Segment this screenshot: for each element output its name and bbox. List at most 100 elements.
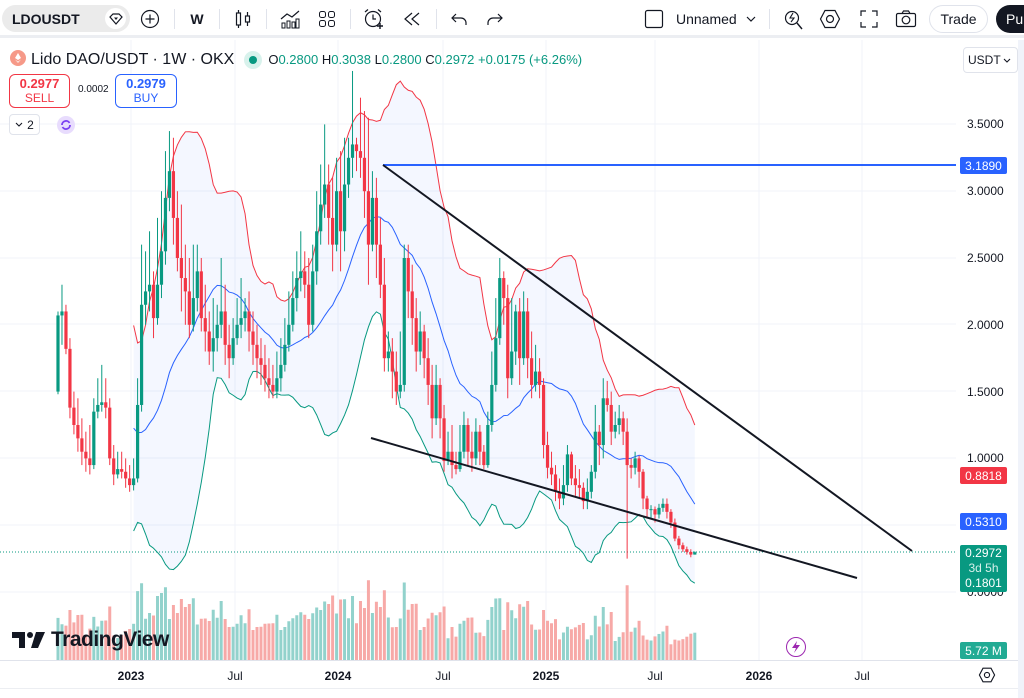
volume-bar — [207, 621, 211, 660]
axis-settings-icon[interactable] — [956, 660, 1018, 688]
sync-icon[interactable] — [57, 116, 75, 134]
quick-search-icon[interactable] — [782, 7, 804, 31]
price-tick: 3.5000 — [967, 117, 1004, 132]
candle — [498, 278, 502, 339]
candle — [80, 438, 84, 452]
sell-button[interactable]: 0.2977 SELL — [9, 74, 70, 108]
candle — [72, 407, 76, 425]
time-tick: 2025 — [532, 669, 560, 683]
ohlc-values: O0.2800 H0.3038 L0.2800 C0.2972 +0.0175 … — [268, 52, 583, 67]
market-open-indicator — [244, 50, 263, 69]
volume-bar — [506, 602, 510, 660]
templates-icon[interactable] — [316, 7, 338, 31]
candle — [323, 184, 327, 205]
indicators-icon[interactable] — [279, 7, 301, 31]
candle — [183, 278, 187, 292]
candles-icon[interactable] — [232, 7, 254, 31]
candle — [478, 431, 482, 452]
volume-bar — [191, 598, 195, 660]
buy-button[interactable]: 0.2979 BUY — [115, 74, 177, 108]
volume-bar — [386, 617, 390, 660]
symbol-search-button[interactable]: LDOUSDT — [2, 5, 130, 32]
volume-bar — [132, 623, 136, 660]
candle — [191, 298, 195, 325]
volume-bar — [247, 609, 251, 660]
volume-bar — [518, 604, 522, 660]
volume-bar — [295, 615, 299, 660]
candle — [307, 284, 311, 325]
volume-bar — [450, 627, 454, 660]
candle — [398, 384, 402, 392]
collapse-indicators-button[interactable]: 2 — [9, 114, 40, 135]
snapshot-icon[interactable] — [894, 7, 918, 31]
volume-bar — [291, 618, 295, 660]
volume-bar — [378, 607, 382, 660]
add-symbol-icon[interactable] — [139, 7, 161, 31]
candle — [84, 451, 88, 459]
volume-bar — [617, 636, 621, 660]
redo-icon[interactable] — [484, 7, 506, 31]
candle — [68, 348, 72, 408]
volume-bar — [573, 627, 577, 660]
chevron-down-icon — [15, 122, 23, 127]
volume-bar — [645, 639, 649, 660]
bb-lower-line — [133, 311, 696, 584]
replay-icon[interactable] — [401, 7, 423, 31]
undo-icon[interactable] — [448, 7, 470, 31]
volume-bar — [68, 610, 72, 660]
fullscreen-icon[interactable] — [858, 7, 880, 31]
volume-bar — [64, 625, 68, 660]
candle — [374, 197, 378, 245]
candle — [677, 538, 681, 546]
chevron-down-icon[interactable] — [744, 7, 758, 31]
volume-bar — [677, 640, 681, 660]
candle — [597, 431, 601, 446]
candle — [601, 398, 605, 446]
diamond-icon[interactable] — [105, 8, 126, 29]
spread-value: 0.0002 — [78, 84, 109, 95]
tradingview-logo[interactable]: TradingView — [12, 628, 169, 652]
volume-bar — [685, 636, 689, 660]
candle — [426, 358, 430, 385]
publish-button[interactable]: Pu — [996, 5, 1024, 33]
layout-square-icon[interactable] — [643, 7, 665, 31]
interval-button[interactable]: W — [190, 11, 204, 27]
layout-name-button[interactable]: Unnamed — [676, 11, 737, 27]
volume-bar — [175, 613, 179, 660]
volume-bar — [434, 615, 438, 660]
volume-bar — [577, 624, 581, 660]
volume-bar — [581, 623, 585, 660]
volume-bar — [243, 623, 247, 660]
candle — [553, 474, 558, 492]
volume-bar — [394, 627, 398, 660]
volume-bar — [593, 615, 597, 660]
candle — [271, 384, 275, 392]
price-chart[interactable] — [0, 40, 956, 660]
time-axis[interactable]: 2023 Jul 2024 Jul 2025 Jul 2026 Jul — [0, 660, 956, 688]
currency-selector[interactable]: USDT — [963, 47, 1018, 73]
volume-bar — [339, 599, 343, 660]
symbol-title[interactable]: Lido DAO/USDT · 1W · OKX — [31, 50, 235, 68]
volume-bar — [633, 627, 637, 660]
candle — [331, 217, 335, 245]
volume-bar — [546, 620, 550, 660]
volume-bar — [100, 620, 104, 660]
volume-bar — [402, 582, 406, 660]
volume-bar — [92, 616, 96, 660]
trendline — [382, 164, 913, 552]
trade-button[interactable]: Trade — [929, 5, 988, 33]
lightning-icon[interactable] — [786, 637, 806, 657]
candle — [657, 507, 661, 515]
settings-icon[interactable] — [819, 7, 841, 31]
candle — [335, 191, 339, 245]
candle — [613, 425, 617, 432]
price-change: +0.0175 (+6.26%) — [478, 52, 583, 67]
volume-bar — [382, 590, 386, 660]
volume-bar — [323, 601, 327, 660]
volume-bar — [613, 641, 617, 660]
candle — [163, 197, 168, 252]
candle — [565, 454, 570, 486]
volume-bar — [355, 623, 358, 660]
volume-bar — [665, 625, 669, 660]
alert-icon[interactable] — [362, 7, 386, 31]
